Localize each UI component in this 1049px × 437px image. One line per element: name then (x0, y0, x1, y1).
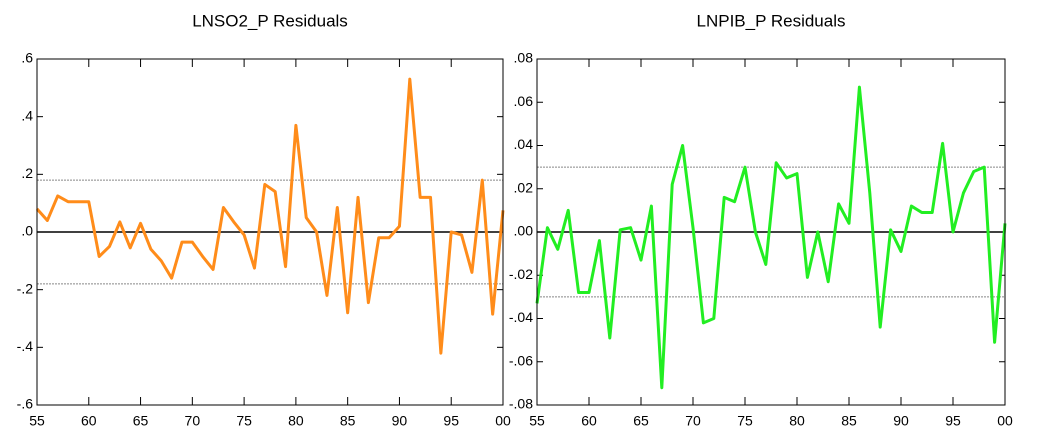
y-tick-label: .00 (514, 223, 534, 239)
x-tick-label: 00 (495, 413, 511, 429)
chart-title: LNSO2_P Residuals (192, 11, 348, 30)
y-tick-label: -.04 (509, 309, 533, 325)
x-tick-label: 60 (581, 413, 597, 429)
y-tick-label: -.02 (509, 266, 533, 282)
x-tick-label: 60 (81, 413, 97, 429)
x-tick-label: 55 (529, 413, 545, 429)
x-tick-label: 80 (789, 413, 805, 429)
y-tick-label: .4 (21, 107, 33, 123)
y-tick-label: .02 (514, 179, 534, 195)
x-tick-label: 70 (685, 413, 701, 429)
y-tick-label: -.2 (17, 280, 34, 296)
y-tick-label: -.4 (17, 338, 34, 354)
x-tick-label: 85 (340, 413, 356, 429)
residual-line (35, 77, 505, 355)
x-tick-label: 70 (185, 413, 201, 429)
x-tick-label: 75 (236, 413, 252, 429)
y-tick-label: -.06 (509, 352, 533, 368)
x-tick-label: 00 (997, 413, 1013, 429)
x-tick-label: 75 (737, 413, 753, 429)
x-tick-label: 95 (443, 413, 459, 429)
x-tick-label: 65 (633, 413, 649, 429)
chart-title: LNPIB_P Residuals (697, 11, 846, 30)
x-tick-label: 95 (945, 413, 961, 429)
y-tick-label: .04 (514, 136, 534, 152)
x-tick-label: 55 (29, 413, 45, 429)
plot-frame (36, 58, 504, 406)
x-tick-label: 90 (893, 413, 909, 429)
y-tick-label: -.08 (509, 396, 533, 412)
y-tick-label: .08 (514, 50, 534, 66)
x-tick-label: 90 (392, 413, 408, 429)
y-tick-label: .6 (21, 50, 33, 66)
y-tick-label: -.6 (17, 396, 34, 412)
y-tick-label: .0 (21, 223, 33, 239)
plot-frame (536, 58, 1006, 406)
x-tick-label: 65 (133, 413, 149, 429)
residual-line (535, 85, 1007, 390)
y-tick-label: .2 (21, 165, 33, 181)
x-tick-label: 85 (841, 413, 857, 429)
x-tick-label: 80 (288, 413, 304, 429)
y-tick-label: .06 (514, 93, 534, 109)
